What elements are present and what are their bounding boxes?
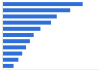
- bar: [3, 2, 83, 6]
- bar: [3, 33, 34, 37]
- bar: [3, 27, 40, 31]
- bar: [3, 58, 18, 62]
- bars: [3, 2, 83, 68]
- bar: [3, 8, 70, 12]
- bar: [3, 52, 22, 56]
- bar: [3, 21, 51, 25]
- bar: [3, 39, 30, 43]
- y-axis-line: [2, 1, 3, 69]
- x-axis-line: [3, 69, 99, 70]
- bar: [3, 45, 26, 49]
- chart: [0, 0, 100, 71]
- bar: [3, 14, 57, 18]
- bar: [3, 64, 14, 68]
